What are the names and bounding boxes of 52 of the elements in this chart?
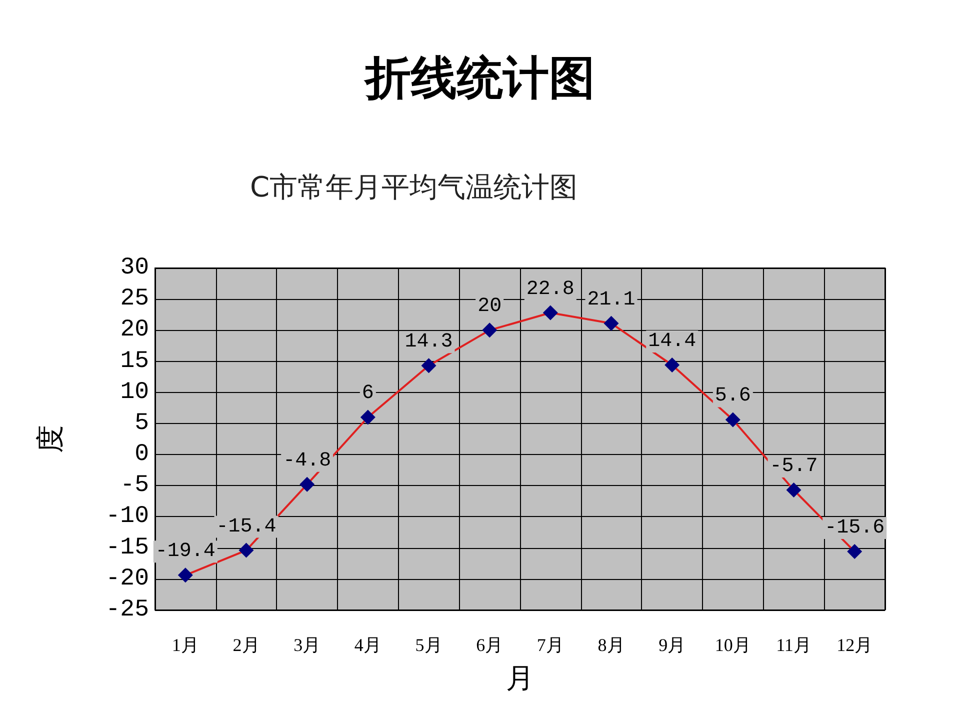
data-label: -19.4 [155, 540, 216, 564]
data-label: 22.8 [526, 278, 574, 301]
point [482, 322, 498, 338]
x-tick-label: 7月 [536, 635, 564, 655]
point [725, 412, 740, 428]
x-tick-label: 4月 [354, 635, 382, 655]
point [847, 544, 862, 560]
point [786, 482, 802, 498]
x-tick-label: 9月 [658, 635, 686, 655]
data-label: -4.8 [283, 449, 332, 472]
y-tick-label: -5 [120, 472, 149, 500]
y-tick-label: -25 [106, 596, 149, 624]
x-tick-label: 10月 [714, 635, 751, 655]
y-tick-label: 10 [120, 378, 149, 406]
y-axis-title: 度 [36, 425, 66, 453]
x-tick-label: 1月 [172, 635, 199, 655]
x-axis-title: 月 [506, 664, 534, 694]
point [300, 476, 315, 492]
y-tick-label: -15 [106, 534, 149, 562]
data-label: 20 [478, 295, 502, 318]
data-label: 14.4 [648, 330, 696, 354]
point [238, 542, 254, 558]
chart-title: 折线统计图 [363, 52, 595, 104]
y-tick-label: 0 [134, 441, 149, 468]
point [664, 358, 680, 373]
x-tick-label: 2月 [232, 635, 260, 655]
point [178, 568, 193, 583]
data-label: -5.7 [770, 454, 818, 478]
y-tick-label: 5 [134, 410, 149, 437]
x-tick-label: 5月 [415, 635, 442, 655]
point [421, 358, 436, 374]
y-tick-label: 30 [120, 254, 149, 282]
point [360, 410, 376, 425]
point [542, 305, 558, 320]
data-label: -15.6 [824, 516, 885, 540]
data-label: 6 [362, 382, 374, 406]
y-tick-label: 25 [120, 286, 149, 313]
y-tick-label: -10 [106, 503, 149, 530]
x-tick-label: 12月 [836, 635, 873, 655]
data-label: 21.1 [587, 288, 636, 312]
x-tick-label: 11月 [776, 635, 812, 655]
x-tick-label: 8月 [598, 635, 625, 655]
chart-subtitle: C市常年月平均气温统计图 [250, 170, 578, 204]
data-label: -15.4 [216, 515, 276, 538]
point [604, 316, 619, 331]
data-label: 14.3 [404, 330, 453, 354]
y-tick-label: 20 [120, 316, 149, 344]
data-label: 5.6 [714, 384, 751, 408]
y-tick-label: -20 [106, 565, 149, 592]
x-tick-label: 6月 [476, 635, 504, 655]
y-tick-label: 15 [120, 348, 149, 375]
x-tick-label: 3月 [294, 635, 321, 655]
